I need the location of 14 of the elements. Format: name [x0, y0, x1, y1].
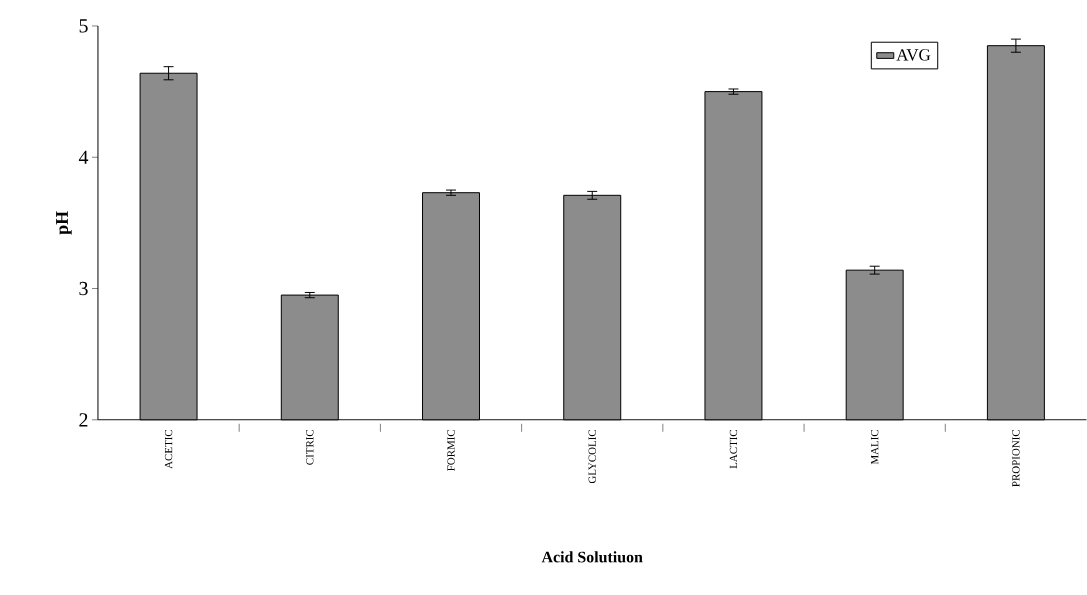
x-tick-label: FORMIC: [447, 430, 455, 472]
y-axis-title: pH: [56, 211, 72, 235]
x-tick-label: LACTIC: [729, 430, 738, 469]
x-tick-label: GLYCOLIC: [588, 430, 596, 484]
legend-label: AVG: [896, 49, 931, 61]
y-tick-label: 3: [79, 281, 88, 296]
x-axis-title: Acid Solutiuon: [541, 551, 643, 563]
x-tick-label: CITRIC: [306, 430, 314, 465]
x-tick-label: ACETIC: [164, 430, 173, 469]
y-tick-label: 5: [79, 19, 88, 33]
y-tick-label: 2: [79, 413, 88, 427]
x-tick-label: MALIC: [871, 430, 879, 465]
y-tick-label: 4: [78, 150, 89, 164]
x-tick-label: PROPIONIC: [1012, 430, 1020, 487]
